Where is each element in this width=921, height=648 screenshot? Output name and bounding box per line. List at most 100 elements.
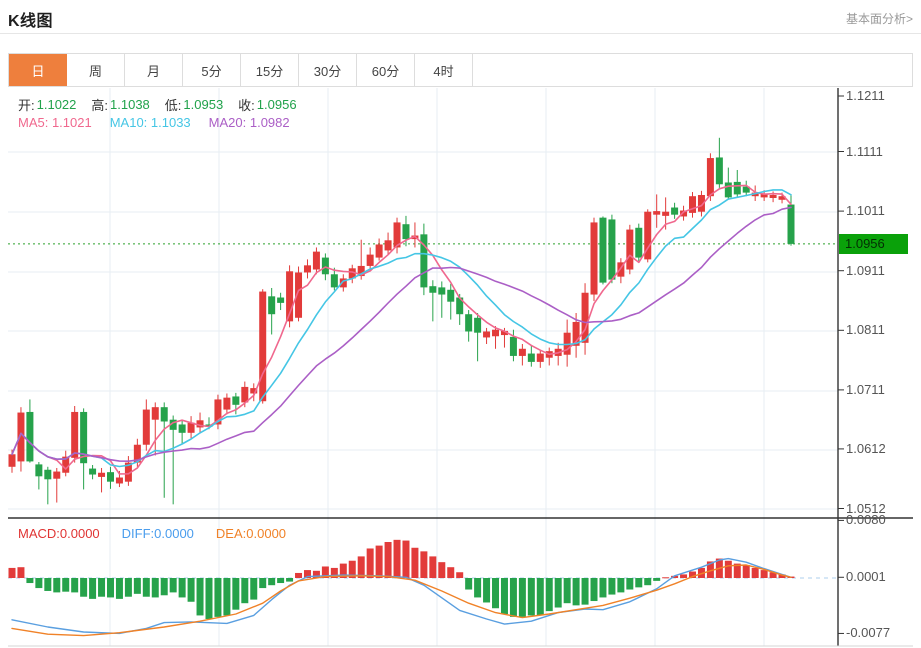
macd-bar xyxy=(241,578,249,604)
macd-bar xyxy=(187,578,195,602)
macd-bar xyxy=(635,578,643,588)
candle-body xyxy=(98,472,106,477)
tab-period-5[interactable]: 30分 xyxy=(299,54,357,86)
candle-body xyxy=(89,468,97,475)
macd-bar xyxy=(277,578,285,584)
macd-bar xyxy=(26,578,34,584)
candle-body xyxy=(250,388,258,394)
price-axis-label-0: 1.1211 xyxy=(846,88,885,103)
macd-bar xyxy=(545,578,553,612)
candle-body xyxy=(733,181,741,195)
candle-body xyxy=(599,217,607,283)
candle-body xyxy=(187,422,195,433)
macd-bar xyxy=(17,567,25,578)
macd-bar xyxy=(626,578,634,590)
candle-body xyxy=(223,397,231,410)
macd-bar xyxy=(160,578,168,596)
macd-bar xyxy=(447,567,455,578)
macd-bar xyxy=(438,562,446,578)
tab-period-4[interactable]: 15分 xyxy=(241,54,299,86)
macd-bar xyxy=(662,577,670,579)
macd-bar xyxy=(357,556,365,578)
fundamental-analysis-link[interactable]: 基本面分析> xyxy=(845,12,913,26)
macd-bar xyxy=(259,578,267,589)
macd-bar xyxy=(62,578,70,592)
macd-bar xyxy=(321,566,329,578)
macd-bar xyxy=(214,578,222,617)
macd-axis-label-2: -0.0077 xyxy=(846,625,891,641)
tab-period-7[interactable]: 4时 xyxy=(415,54,473,86)
ohlc-row: 开: 1.1022 高: 1.1038 低: 1.0953 收: 1.0956 xyxy=(18,95,312,114)
candle-body xyxy=(706,158,714,197)
macd-bar xyxy=(554,578,562,608)
macd-bar xyxy=(411,547,419,578)
macd-bar xyxy=(518,578,526,617)
candle-body xyxy=(44,469,52,480)
candle-body xyxy=(420,234,428,288)
candle-body xyxy=(205,424,213,427)
candle-body xyxy=(241,386,249,403)
candle-body xyxy=(26,411,34,462)
candle-body xyxy=(321,257,329,275)
tab-period-2[interactable]: 月 xyxy=(125,54,183,86)
macd-bar xyxy=(500,578,508,614)
candle-body xyxy=(80,411,88,464)
candle-body xyxy=(644,211,652,260)
macd-bar xyxy=(608,578,616,595)
macd-bar xyxy=(205,578,213,620)
candle-body xyxy=(662,211,670,216)
close-value: 1.0956 xyxy=(256,97,297,112)
candle-body xyxy=(196,420,204,428)
ma5-line xyxy=(11,184,792,475)
candle-body xyxy=(286,271,294,322)
current-price-tag: 1.0956 xyxy=(839,233,908,254)
candle-body xyxy=(8,454,16,467)
macd-bar xyxy=(527,578,535,616)
macd-bar xyxy=(35,578,43,589)
diff-line xyxy=(11,557,792,635)
ma10-value: MA10: 1.1033 xyxy=(109,115,191,130)
candle-body xyxy=(53,471,61,479)
candle-body xyxy=(492,329,500,337)
candle-body xyxy=(689,196,697,213)
tab-period-3[interactable]: 5分 xyxy=(183,54,241,86)
candle-body xyxy=(751,192,759,197)
candle-body xyxy=(653,211,661,215)
close-label: 收: xyxy=(238,98,255,113)
candle-body xyxy=(536,353,544,362)
macd-bar xyxy=(268,578,276,586)
macd-bar xyxy=(724,560,732,578)
candle-body xyxy=(295,272,303,318)
macd-bar xyxy=(509,578,517,617)
ma20-value: MA20: 1.0982 xyxy=(208,115,290,130)
candle-body xyxy=(447,289,455,302)
price-axis-label-7: 1.0512 xyxy=(846,500,886,516)
high-label: 高: xyxy=(91,98,109,113)
candle-body xyxy=(474,317,482,333)
macd-bar xyxy=(106,578,114,598)
candle-body xyxy=(680,210,688,217)
macd-bar xyxy=(80,578,88,597)
candle-body xyxy=(429,286,437,293)
price-axis-label-1: 1.1111 xyxy=(846,143,883,159)
candle-body xyxy=(554,348,562,356)
macd-bar xyxy=(330,567,338,578)
title-divider xyxy=(0,33,921,34)
tab-period-6[interactable]: 60分 xyxy=(357,54,415,86)
candle-body xyxy=(259,291,267,402)
tab-period-1[interactable]: 周 xyxy=(67,54,125,86)
macd-bar xyxy=(769,572,777,578)
tab-period-0[interactable]: 日 xyxy=(9,54,67,86)
candle-body xyxy=(277,297,285,303)
macd-bar xyxy=(223,578,231,616)
candle-body xyxy=(106,472,114,482)
candle-body xyxy=(742,186,750,193)
macd-bar xyxy=(348,560,356,578)
candle-body xyxy=(581,292,589,343)
macd-bar xyxy=(733,563,741,578)
candle-body xyxy=(214,399,222,425)
candle-body xyxy=(787,204,795,244)
macd-bar xyxy=(232,578,240,610)
macd-bar xyxy=(420,551,428,578)
